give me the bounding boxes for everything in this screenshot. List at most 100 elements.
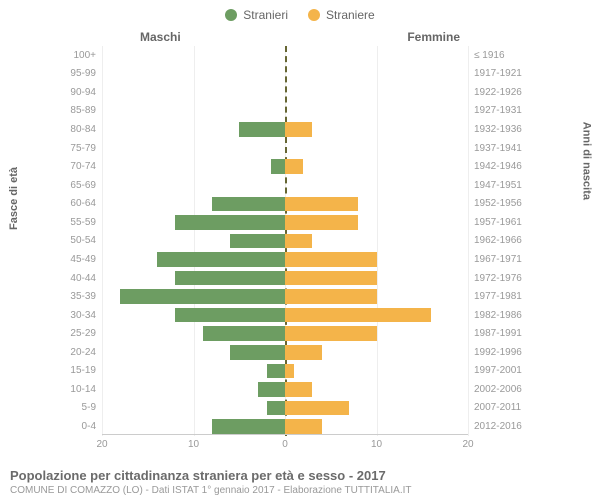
bar-half-male [102,120,285,139]
bar-half-female [285,287,468,306]
bar-container [102,232,468,251]
birth-label: 2007-2011 [468,402,530,413]
birth-label: 1952-1956 [468,198,530,209]
bar-half-male [102,46,285,65]
x-tick: 20 [96,439,107,450]
bar-female [285,345,322,359]
header-male: Maschi [140,30,181,44]
y-axis-title-left: Fasce di età [8,167,20,230]
bar-half-female [285,269,468,288]
pyramid-row: 55-59 1957-1961 [60,213,530,232]
bar-half-male [102,232,285,251]
bar-female [285,401,349,415]
bar-half-female [285,343,468,362]
age-label: 90-94 [60,87,102,98]
birth-label: 1997-2001 [468,365,530,376]
bar-male [203,326,285,340]
bar-container [102,380,468,399]
age-label: 60-64 [60,198,102,209]
bar-container [102,324,468,343]
birth-label: 1917-1921 [468,68,530,79]
bar-container [102,213,468,232]
bar-male [212,197,285,211]
bar-half-female [285,213,468,232]
footer-subtitle: COMUNE DI COMAZZO (LO) - Dati ISTAT 1° g… [10,485,590,496]
bar-male [175,271,285,285]
bar-half-male [102,157,285,176]
bar-half-male [102,176,285,195]
pyramid-row: 90-941922-1926 [60,83,530,102]
footer-title: Popolazione per cittadinanza straniera p… [10,468,590,483]
pyramid-row: 85-89 1927-1931 [60,102,530,121]
age-label: 35-39 [60,291,102,302]
age-label: 0-4 [60,421,102,432]
pyramid-row: 10-142002-2006 [60,380,530,399]
bar-container [102,102,468,121]
birth-label: 1957-1961 [468,217,530,228]
birth-label: 1972-1976 [468,273,530,284]
pyramid-row: 45-49 1967-1971 [60,250,530,269]
birth-label: 1947-1951 [468,180,530,191]
bar-half-female [285,102,468,121]
bar-container [102,139,468,158]
bar-male [267,364,285,378]
birth-label: ≤ 1916 [468,50,530,61]
age-label: 85-89 [60,105,102,116]
bar-male [230,345,285,359]
bar-half-male [102,139,285,158]
bar-half-male [102,306,285,325]
bar-container [102,120,468,139]
age-label: 15-19 [60,365,102,376]
bar-male [239,122,285,136]
bar-male [267,401,285,415]
birth-label: 1982-1986 [468,310,530,321]
age-label: 30-34 [60,310,102,321]
bar-half-male [102,250,285,269]
birth-label: 1942-1946 [468,161,530,172]
bar-half-female [285,120,468,139]
pyramid-row: 40-441972-1976 [60,269,530,288]
birth-label: 1937-1941 [468,143,530,154]
bar-female [285,122,312,136]
bar-half-female [285,324,468,343]
pyramid-row: 60-64 1952-1956 [60,195,530,214]
pyramid-row: 15-19 1997-2001 [60,362,530,381]
birth-label: 1927-1931 [468,105,530,116]
pyramid-row: 95-991917-1921 [60,65,530,84]
legend-label-male: Stranieri [243,8,288,22]
birth-label: 1967-1971 [468,254,530,265]
x-tick: 10 [371,439,382,450]
bar-half-female [285,65,468,84]
age-label: 55-59 [60,217,102,228]
bar-female [285,364,294,378]
bar-female [285,419,322,433]
pyramid-row: 5-92007-2011 [60,399,530,418]
age-label: 25-29 [60,328,102,339]
x-tick: 10 [188,439,199,450]
bar-male [175,215,285,229]
legend: Stranieri Straniere [0,0,600,26]
bar-female [285,234,312,248]
bar-half-female [285,139,468,158]
bar-container [102,46,468,65]
birth-label: 2012-2016 [468,421,530,432]
x-tick: 0 [282,439,288,450]
bar-half-male [102,287,285,306]
bar-container [102,306,468,325]
bar-half-female [285,380,468,399]
legend-item-female: Straniere [308,8,375,22]
age-label: 70-74 [60,161,102,172]
bar-container [102,195,468,214]
bar-male [230,234,285,248]
x-tick: 20 [462,439,473,450]
bar-half-female [285,250,468,269]
legend-swatch-male [225,9,237,21]
bar-female [285,252,377,266]
age-label: 45-49 [60,254,102,265]
pyramid-row: 30-34 1982-1986 [60,306,530,325]
footer: Popolazione per cittadinanza straniera p… [10,468,590,496]
birth-label: 1977-1981 [468,291,530,302]
bar-male [258,382,285,396]
age-label: 50-54 [60,235,102,246]
bar-container [102,157,468,176]
